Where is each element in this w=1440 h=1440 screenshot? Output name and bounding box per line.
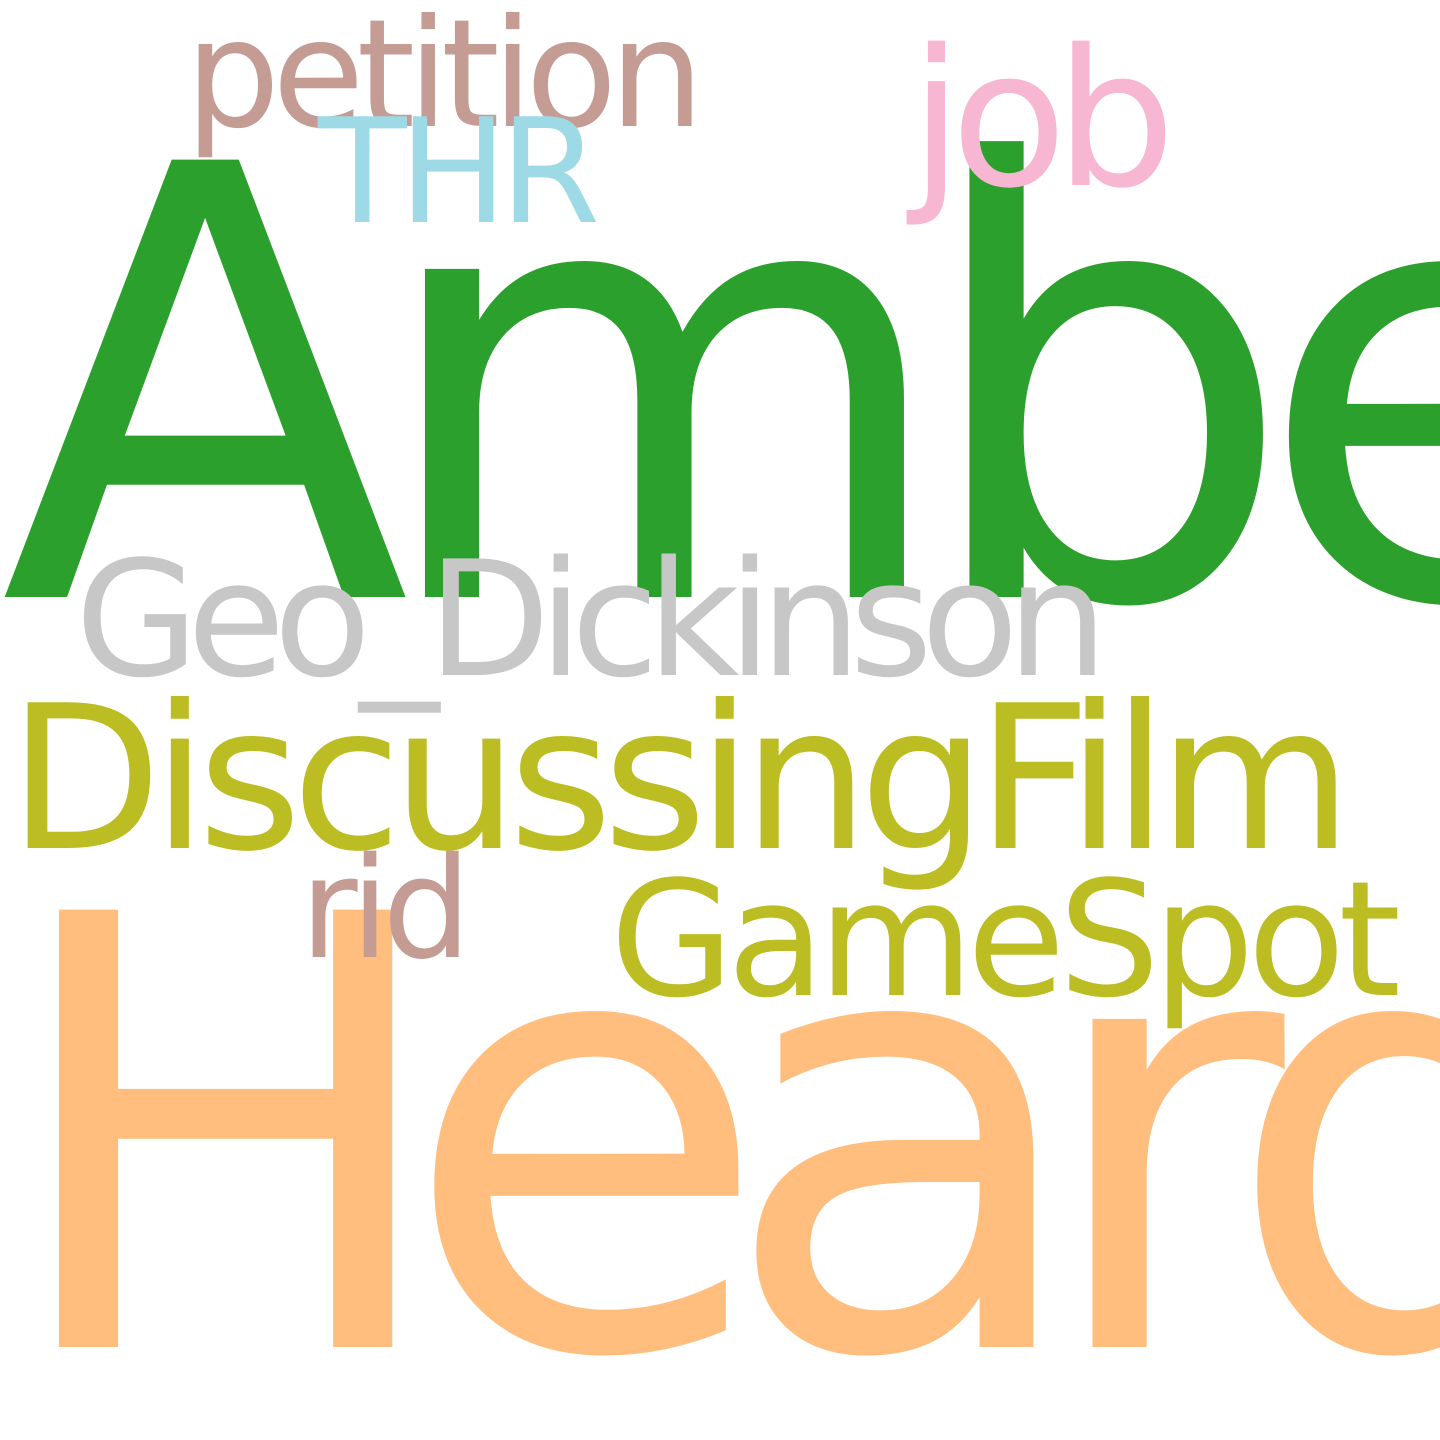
word-petition: petition xyxy=(185,0,704,162)
word-amber: Amber xyxy=(0,40,1440,739)
word-gamespot: GameSpot xyxy=(610,846,1401,1033)
word-heard: Heard xyxy=(0,790,1440,1440)
word-discussingfilm: DiscussingFilm xyxy=(8,663,1353,896)
word-thr: THR xyxy=(318,88,600,257)
word-job: job xyxy=(910,9,1176,230)
word-geo-dickinson: Geo_Dickinson xyxy=(75,526,1108,713)
word-rid: rid xyxy=(300,828,471,991)
